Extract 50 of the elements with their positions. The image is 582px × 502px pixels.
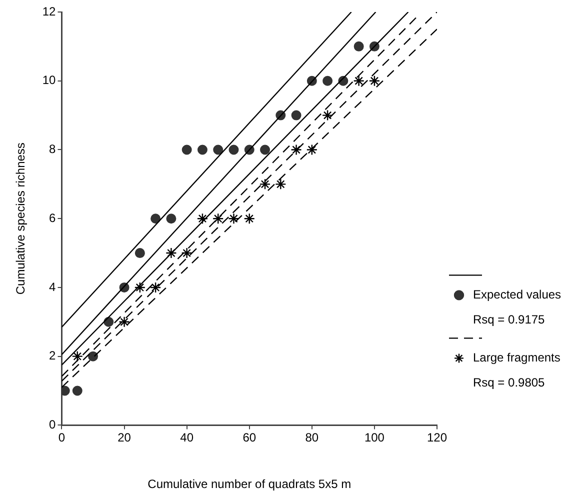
x-tick-label: 20: [118, 430, 132, 445]
point: [150, 214, 161, 224]
point: [181, 247, 192, 259]
point: [228, 213, 240, 224]
point: [244, 213, 255, 224]
x-tick-label: 120: [426, 430, 448, 445]
y-tick-label: 12: [42, 4, 56, 18]
point: [212, 213, 224, 224]
point: [134, 248, 145, 258]
text: Rsq = 0.9175: [473, 312, 546, 327]
point: [368, 75, 380, 86]
x-tick-label: 0: [58, 430, 66, 445]
y-tick-label: 4: [49, 280, 56, 294]
point: [306, 144, 318, 156]
point: [322, 110, 334, 121]
point: [72, 386, 82, 396]
x-tick-label: 100: [364, 430, 385, 445]
y-tick-label: 2: [49, 348, 56, 363]
point: [182, 144, 192, 155]
text: Rsq = 0.9805: [473, 376, 546, 390]
point: [72, 350, 83, 362]
x-tick-label: 60: [242, 430, 256, 445]
point: [354, 41, 364, 52]
point: [259, 178, 271, 190]
x-tick-label: 40: [180, 430, 194, 445]
point: [88, 351, 98, 362]
point: [353, 75, 364, 86]
legend-label: Large fragments: [473, 350, 560, 365]
point: [290, 144, 302, 156]
point: [118, 316, 130, 328]
point: [260, 144, 270, 155]
point: [134, 282, 146, 294]
point: [150, 282, 162, 294]
y-tick-label: 0: [49, 418, 56, 432]
point: [213, 144, 224, 155]
x-axis-title: Cumulative number of quadrats 5x5 m: [148, 477, 352, 492]
point: [166, 247, 177, 259]
point: [197, 144, 208, 155]
point: [166, 214, 176, 224]
x-tick-label: 80: [305, 430, 319, 445]
y-axis-title: Cumulative species richness: [14, 142, 28, 295]
legend-label: Expected values: [473, 288, 562, 302]
y-tick-label: 6: [49, 210, 56, 225]
point: [275, 178, 286, 190]
point: [196, 213, 208, 224]
point: [291, 110, 302, 120]
y-tick-label: 10: [42, 73, 56, 88]
y-tick-label: 8: [49, 142, 56, 156]
point: [322, 76, 333, 86]
point: [228, 144, 239, 155]
